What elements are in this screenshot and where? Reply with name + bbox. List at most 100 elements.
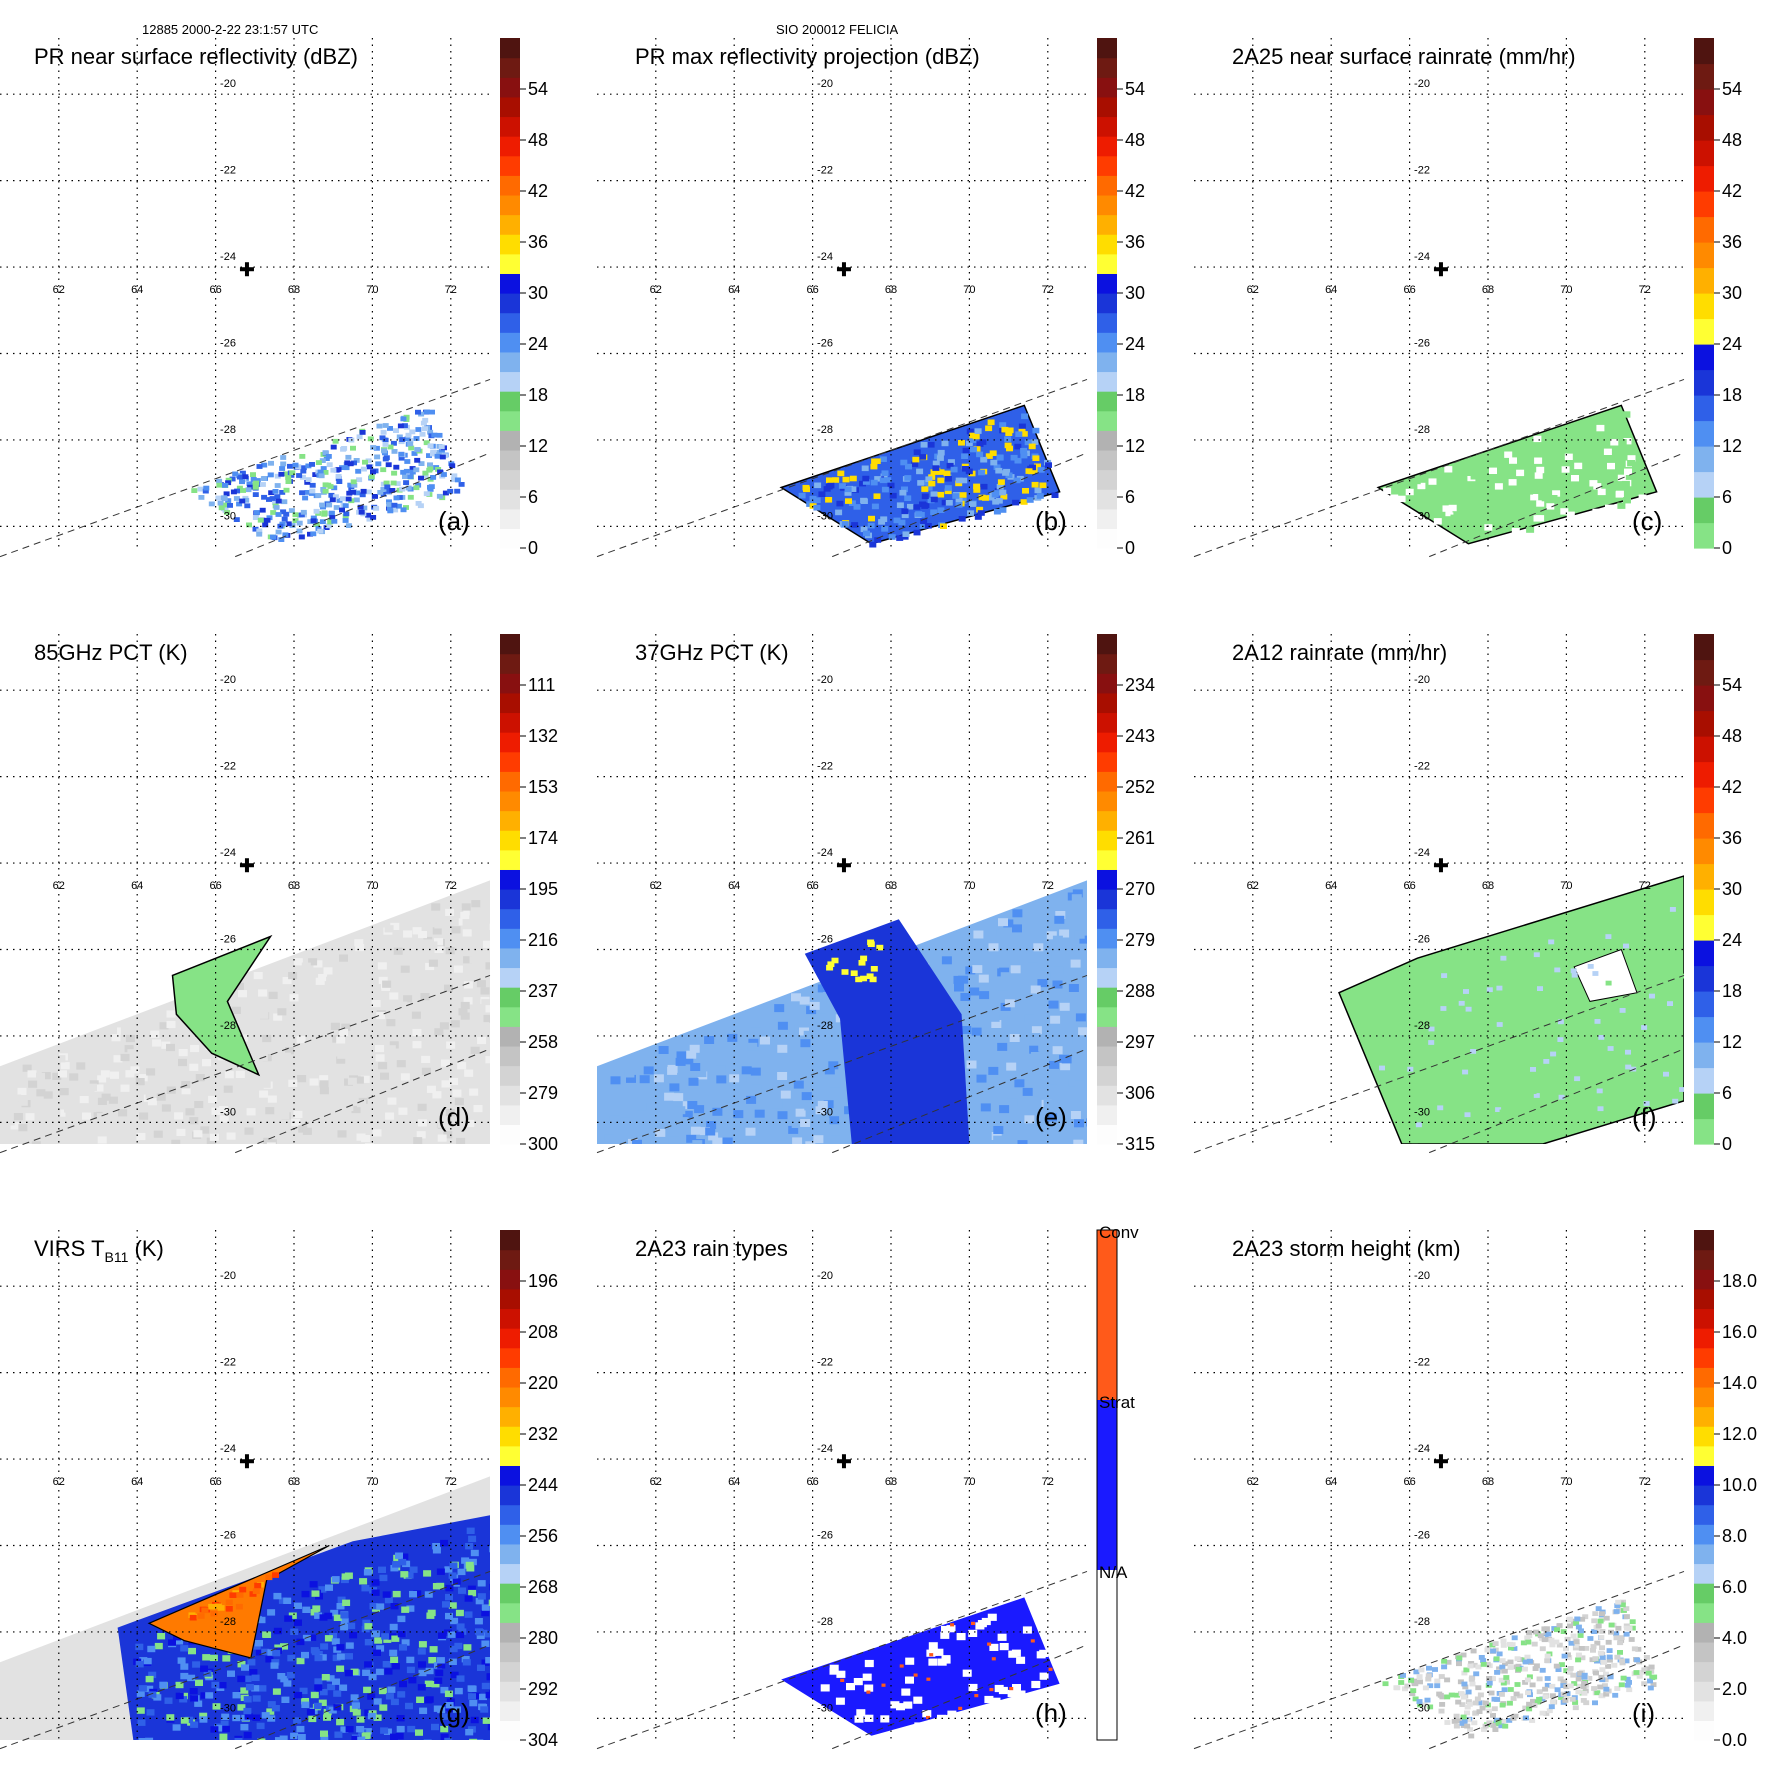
field-pixel xyxy=(919,454,927,460)
field-pixel xyxy=(1039,1672,1049,1680)
field-pixel xyxy=(1624,468,1632,475)
field-pixel xyxy=(397,1691,406,1698)
field-pixel xyxy=(802,484,810,491)
field-pixel xyxy=(958,516,966,522)
field-pixel xyxy=(1465,1699,1472,1704)
lon-tick-label: 68 xyxy=(885,1476,897,1488)
field-pixel xyxy=(174,1112,184,1120)
field-pixel xyxy=(367,1712,376,1720)
colorbar-segment xyxy=(1694,1602,1714,1623)
field-pixel xyxy=(210,1726,219,1733)
field-pixel xyxy=(1599,1645,1605,1651)
field-pixel xyxy=(423,1570,432,1577)
field-pixel xyxy=(465,1543,474,1550)
field-pixel xyxy=(924,523,932,529)
field-pixel xyxy=(212,1703,221,1710)
lat-tick-label: -20 xyxy=(1414,1270,1430,1282)
field-pixel xyxy=(336,1036,346,1044)
field-pixel xyxy=(1603,448,1612,455)
field-pixel xyxy=(1608,922,1615,927)
field-pixel xyxy=(1459,1702,1466,1707)
field-pixel xyxy=(1614,1686,1621,1691)
field-pixel xyxy=(694,1105,705,1114)
field-pixel xyxy=(955,477,963,484)
field-pixel xyxy=(751,1027,761,1036)
field-pixel xyxy=(400,1571,409,1578)
field-pixel xyxy=(904,495,912,501)
field-pixel xyxy=(881,1683,886,1687)
field-pixel xyxy=(798,492,806,499)
field-pixel xyxy=(1557,1676,1564,1682)
lat-tick-label: -20 xyxy=(1414,674,1430,686)
field-pixel xyxy=(285,521,292,527)
field-pixel xyxy=(364,1709,373,1716)
field-pixel xyxy=(360,488,367,494)
colorbar-segment xyxy=(500,77,520,98)
colorbar-tick-label: 153 xyxy=(528,777,558,797)
field-pixel xyxy=(1592,971,1599,976)
field-pixel xyxy=(682,1110,693,1119)
field-pixel xyxy=(336,1665,345,1672)
field-pixel xyxy=(1490,1713,1496,1718)
field-pixel xyxy=(138,1074,148,1082)
field-pixel xyxy=(472,1692,481,1699)
field-pixel xyxy=(10,1122,20,1130)
field-pixel xyxy=(278,537,285,542)
field-pixel xyxy=(846,1683,855,1691)
field-pixel xyxy=(913,1673,918,1677)
field-pixel xyxy=(427,462,433,468)
colorbar-tick-label: 6 xyxy=(528,487,538,507)
field-pixel xyxy=(1531,1641,1538,1647)
field-pixel xyxy=(110,1071,119,1079)
field-pixel xyxy=(1636,1673,1643,1679)
lon-tick-label: 68 xyxy=(288,1476,300,1488)
colorbar-tick-label: 292 xyxy=(528,1679,558,1699)
field-pixel xyxy=(315,493,322,498)
field-pixel xyxy=(208,1095,218,1103)
field-pixel xyxy=(356,434,363,440)
field-pixel xyxy=(417,1648,426,1655)
field-pixel xyxy=(372,1129,382,1137)
field-pixel xyxy=(1469,1681,1476,1687)
field-pixel xyxy=(1074,930,1085,939)
field-pixel xyxy=(1474,1696,1481,1702)
field-pixel xyxy=(1468,1733,1475,1739)
field-pixel xyxy=(1549,495,1558,502)
field-pixel xyxy=(1486,1708,1492,1714)
field-pixel xyxy=(826,477,833,483)
field-pixel xyxy=(432,1547,441,1554)
field-pixel xyxy=(288,1079,298,1087)
field-pixel xyxy=(1453,526,1462,534)
field-pixel xyxy=(380,467,387,473)
field-pixel xyxy=(481,1609,490,1617)
field-pixel xyxy=(1017,1140,1028,1144)
field-pixel xyxy=(449,1562,458,1569)
field-pixel xyxy=(445,1612,453,1620)
field-pixel xyxy=(148,1691,157,1698)
field-pixel xyxy=(805,1141,816,1144)
field-pixel xyxy=(1566,1616,1573,1622)
field-pixel xyxy=(336,1603,345,1610)
field-pixel xyxy=(477,1580,486,1587)
field-pixel xyxy=(914,1722,924,1730)
colorbar-tick-label: 8.0 xyxy=(1722,1526,1747,1546)
lon-tick-label: 72 xyxy=(1639,880,1651,892)
field-pixel xyxy=(1571,972,1578,978)
field-pixel xyxy=(937,469,945,475)
field-pixel xyxy=(1613,1609,1620,1614)
field-pixel xyxy=(290,1628,299,1635)
field-pixel xyxy=(365,489,372,495)
field-pixel xyxy=(233,1124,243,1132)
field-pixel xyxy=(1477,1692,1484,1698)
field-pixel xyxy=(1566,511,1575,518)
field-pixel xyxy=(266,1708,275,1715)
panel-label: (i) xyxy=(1632,1698,1655,1728)
field-pixel xyxy=(1504,1679,1510,1685)
field-pixel xyxy=(430,475,437,480)
field-pixel xyxy=(1012,924,1022,933)
colorbar-segment xyxy=(500,253,520,274)
field-pixel xyxy=(414,457,421,463)
colorbar-segment xyxy=(1694,812,1714,839)
